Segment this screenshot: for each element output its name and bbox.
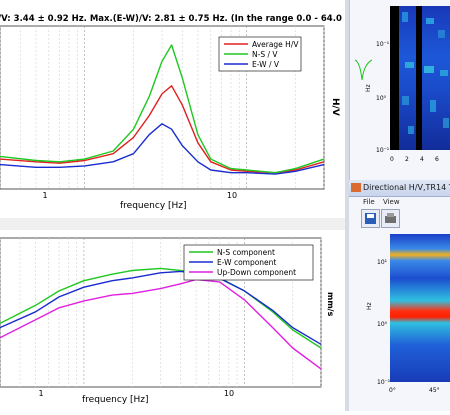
spectra-xtick-1: 1 <box>38 389 43 398</box>
hv-chart-svg: /V: 3.44 ± 0.92 Hz. Max.(E-W)/V: 2.81 ± … <box>0 14 342 211</box>
spectrogram-ytick-mid: 10⁰ <box>376 95 387 102</box>
spectrogram-ytick-low: 10⁻¹ <box>376 147 390 154</box>
dir-ytick-low: 10⁻¹ <box>377 379 391 386</box>
print-button[interactable] <box>381 209 400 228</box>
spectra-legend: N-S component E-W component Up-Down comp… <box>183 244 314 281</box>
spectrogram-side-trace <box>354 59 373 81</box>
spectrogram-ytick-high: 10⁻¹ <box>376 41 390 48</box>
directional-window-title: Directional H/V,TR14 Tr <box>363 183 450 192</box>
legend-ew-comp-label: E-W component <box>217 258 276 267</box>
hv-chart-title: /V: 3.44 ± 0.92 Hz. Max.(E-W)/V: 2.81 ± … <box>0 14 342 24</box>
dir-ylabel: Hz <box>366 302 373 310</box>
hv-grid <box>0 26 325 189</box>
spectra-chart-panel: 1 10 frequency [Hz] mm/s N-S component E… <box>0 230 345 411</box>
directional-menubar: File View <box>349 196 450 208</box>
directional-heatmap <box>390 234 450 382</box>
spectrogram-gap-1 <box>390 6 399 150</box>
hv-chart-panel: /V: 3.44 ± 0.92 Hz. Max.(E-W)/V: 2.81 ± … <box>0 0 345 218</box>
ns-component-line <box>0 267 322 349</box>
spectrogram-ylabel: Hz <box>365 84 372 92</box>
hv-xlabel: frequency [Hz] <box>120 201 187 211</box>
legend-ns-comp-label: N-S component <box>217 248 275 257</box>
spectra-curves <box>0 267 322 370</box>
hv-curves <box>0 44 325 175</box>
legend-ns-label: N-S / V <box>252 50 278 59</box>
print-icon <box>385 213 396 223</box>
dir-xtick-0: 0° <box>389 387 396 394</box>
directional-toolbar <box>349 208 450 228</box>
average-hv-line <box>0 85 325 174</box>
hv-legend: Average H/V N-S / V E-W / V <box>218 36 302 72</box>
directional-window-titlebar[interactable]: Directional H/V,TR14 Tr <box>349 180 450 197</box>
save-button[interactable] <box>361 209 380 228</box>
hv-ylabel: H/V <box>330 98 340 116</box>
spectrogram-gap-2 <box>416 6 422 150</box>
menu-file[interactable]: File <box>363 198 375 206</box>
window-divider[interactable] <box>345 0 349 411</box>
directional-plot-svg: 10¹ 10⁰ 10⁻¹ Hz 0° 45° <box>366 234 450 394</box>
panel-separator <box>0 218 345 230</box>
hv-xtick-10: 10 <box>227 191 237 200</box>
dir-ytick-mid: 10⁰ <box>377 321 388 328</box>
spectrogram-xtick-2: 2 <box>405 156 409 163</box>
ns-hv-line <box>0 44 325 174</box>
hv-xtick-1: 1 <box>42 191 47 200</box>
spectra-xtick-10: 10 <box>224 389 234 398</box>
legend-ud-comp-label: Up-Down component <box>217 268 296 277</box>
directional-hv-window: Directional H/V,TR14 Tr File View <box>349 180 450 411</box>
dir-xtick-45: 45° <box>429 387 440 394</box>
ew-component-line <box>0 270 322 345</box>
spectra-ylabel: mm/s <box>326 292 335 317</box>
spectrogram-speckle <box>402 12 449 134</box>
spectra-chart-svg: 1 10 frequency [Hz] mm/s N-S component E… <box>0 237 335 405</box>
legend-average-label: Average H/V <box>252 40 299 49</box>
spectrogram-xtick-0: 0 <box>390 156 394 163</box>
spectrogram-panel: 10⁻¹ 10⁰ 10⁻¹ Hz 0 2 4 6 <box>349 0 450 180</box>
spectra-xlabel: frequency [Hz] <box>82 395 149 405</box>
ew-hv-line <box>0 123 325 175</box>
menu-view[interactable]: View <box>382 198 400 206</box>
legend-ew-label: E-W / V <box>252 60 280 69</box>
dir-ytick-high: 10¹ <box>377 259 388 266</box>
spectrogram-xtick-4: 4 <box>420 156 424 163</box>
ud-component-line <box>0 278 322 370</box>
spectrogram-xtick-6: 6 <box>435 156 439 163</box>
app-icon <box>351 183 361 192</box>
spectrogram-svg: 10⁻¹ 10⁰ 10⁻¹ Hz 0 2 4 6 <box>354 6 450 163</box>
save-icon <box>365 213 376 224</box>
